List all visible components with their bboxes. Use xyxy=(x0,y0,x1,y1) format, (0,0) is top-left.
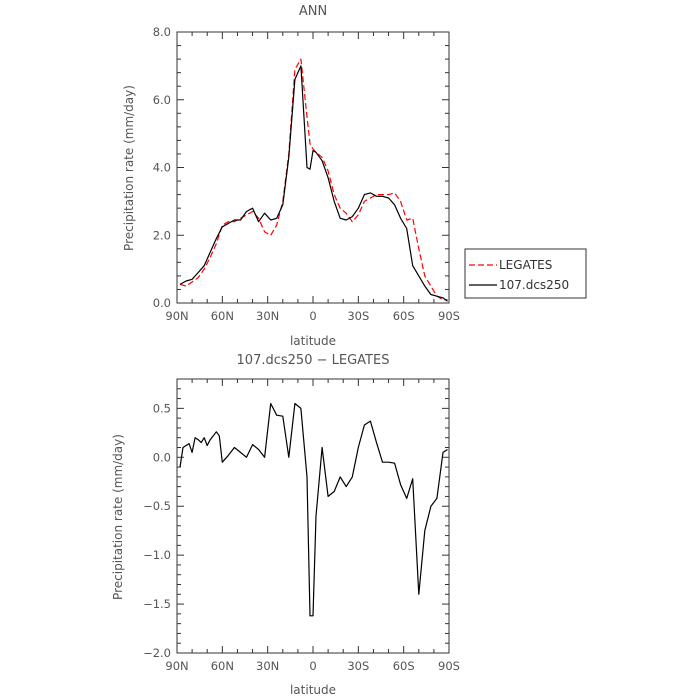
top-x-tick-label: 60N xyxy=(211,309,234,323)
top-series-layer xyxy=(179,58,448,302)
top-y-tick-label: 2.0 xyxy=(153,228,171,242)
top-x-axis-label: latitude xyxy=(290,334,336,348)
top-x-tick-label: 30S xyxy=(347,309,369,323)
top-series-line-0 xyxy=(179,58,448,301)
top-y-tick-label: 4.0 xyxy=(153,161,171,175)
top-y-tick-label: 0.0 xyxy=(153,296,171,310)
bottom-y-tick-label: 0.5 xyxy=(153,401,171,415)
top-panel: ANN latitude Precipitation rate (mm/day)… xyxy=(122,4,460,348)
bottom-x-tick-label: 0 xyxy=(309,659,316,673)
top-y-tick-label: 6.0 xyxy=(153,93,171,107)
bottom-series-layer xyxy=(179,402,448,617)
bottom-panel-title: 107.dcs250 − LEGATES xyxy=(237,353,390,368)
top-x-tick-label: 90N xyxy=(165,309,188,323)
legend-label-legates: LEGATES xyxy=(499,258,552,272)
bottom-x-tick-label: 60N xyxy=(211,659,234,673)
bottom-plot-frame xyxy=(176,378,450,654)
top-x-tick-label: 0 xyxy=(309,309,316,323)
bottom-y-tick-label: −2.0 xyxy=(143,646,171,660)
top-x-tick-label: 90S xyxy=(438,309,460,323)
bottom-axes: 90N 60N 30N 0 30S 60S 90S 0.5 0.0 −0.5 −1.0 −1.5 −2.… xyxy=(143,378,460,673)
top-x-tick-label: 60S xyxy=(393,309,415,323)
bottom-x-tick-label: 90N xyxy=(165,659,188,673)
bottom-x-tick-label: 30N xyxy=(256,659,279,673)
top-series-line-1 xyxy=(179,65,448,302)
legend: LEGATES 107.dcs250 xyxy=(464,248,587,299)
top-axes: 90N 60N 30N 0 30S 60S 90S 0.0 2.0 4.0 6.0 8.0 xyxy=(153,25,460,323)
legend-box xyxy=(464,248,587,299)
bottom-y-axis-label: Precipitation rate (mm/day) xyxy=(111,434,125,600)
bottom-x-axis-label: latitude xyxy=(290,683,336,697)
legend-label-model: 107.dcs250 xyxy=(499,278,569,292)
bottom-y-tick-label: −0.5 xyxy=(143,499,171,513)
bottom-x-tick-label: 60S xyxy=(393,659,415,673)
top-y-axis-label: Precipitation rate (mm/day) xyxy=(122,85,136,251)
bottom-x-tick-label: 90S xyxy=(438,659,460,673)
bottom-y-tick-label: −1.5 xyxy=(143,597,171,611)
top-plot-frame xyxy=(176,31,450,304)
bottom-series-line-0 xyxy=(179,402,448,617)
bottom-y-tick-label: 0.0 xyxy=(153,450,171,464)
top-panel-title: ANN xyxy=(299,4,327,19)
bottom-x-tick-label: 30S xyxy=(347,659,369,673)
top-y-tick-label: 8.0 xyxy=(153,25,171,39)
top-x-tick-label: 30N xyxy=(256,309,279,323)
bottom-panel: 107.dcs250 − LEGATES latitude Precipitat… xyxy=(111,353,460,697)
bottom-y-tick-label: −1.0 xyxy=(143,548,171,562)
